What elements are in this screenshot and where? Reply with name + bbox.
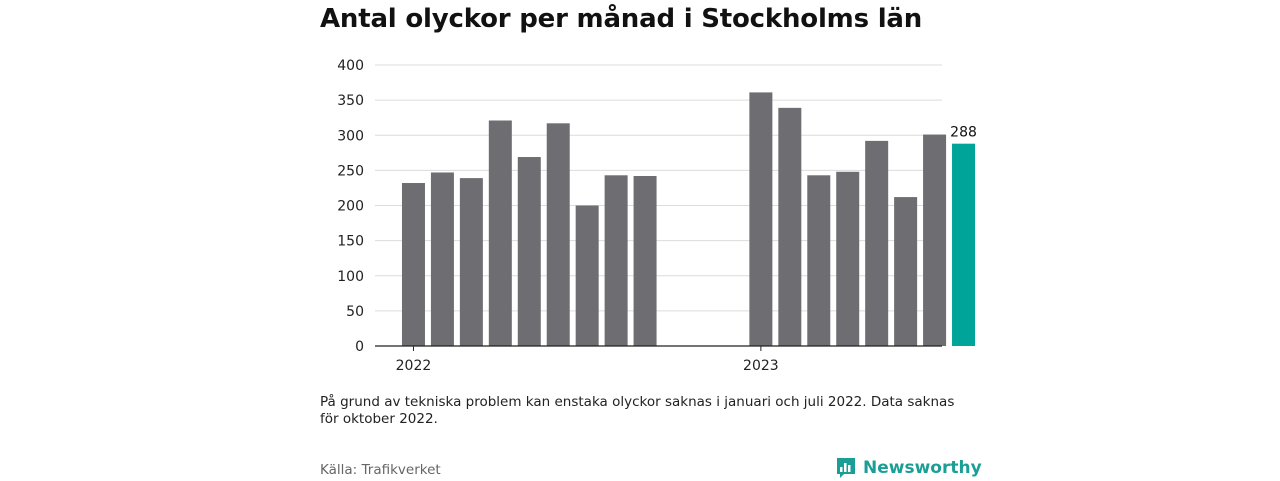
y-tick-label: 250 — [337, 163, 364, 179]
bar — [401, 183, 425, 346]
bar — [836, 171, 860, 346]
bar — [923, 134, 947, 346]
y-tick-label: 350 — [337, 93, 364, 109]
bar — [459, 178, 483, 346]
x-tick-label: 2022 — [396, 358, 432, 374]
bar — [604, 175, 628, 346]
bar-highlighted — [952, 143, 976, 346]
brand-logo[interactable]: Newsworthy — [835, 455, 982, 481]
bar-value-label: 288 — [950, 125, 977, 141]
y-axis-ticks: 0 50 100 150 200 250 300 350 400 — [337, 58, 364, 355]
y-tick-label: 300 — [337, 128, 364, 144]
y-tick-label: 400 — [337, 58, 364, 74]
y-tick-label: 50 — [346, 304, 364, 320]
brand-name: Newsworthy — [863, 458, 982, 478]
y-tick-label: 150 — [337, 234, 364, 250]
chart-title: Antal olyckor per månad i Stockholms län — [320, 4, 923, 34]
x-axis: 2022 2023 — [375, 345, 942, 374]
bar — [865, 140, 889, 346]
footnote: På grund av tekniska problem kan enstaka… — [320, 394, 955, 427]
bar-chart: 0 50 100 150 200 250 300 350 400 288 2022 2023 — [337, 58, 977, 374]
bar — [894, 197, 918, 346]
bar — [749, 92, 773, 347]
x-tick-label: 2023 — [743, 358, 779, 374]
y-tick-label: 200 — [337, 199, 364, 215]
bar — [633, 175, 657, 346]
y-tick-label: 100 — [337, 269, 364, 285]
chart-card: Antal olyckor per månad i Stockholms län… — [320, 0, 982, 480]
bar — [430, 172, 454, 346]
bar — [807, 175, 831, 346]
bar — [546, 123, 570, 347]
bars — [401, 92, 976, 347]
newsworthy-logo-icon — [837, 458, 855, 478]
bar — [517, 157, 541, 346]
bar — [575, 205, 599, 346]
data-labels: 288 — [950, 125, 977, 141]
y-tick-label: 0 — [355, 339, 364, 355]
bar — [488, 120, 512, 346]
bar — [778, 107, 802, 346]
source-credit: Källa: Trafikverket — [320, 462, 441, 478]
